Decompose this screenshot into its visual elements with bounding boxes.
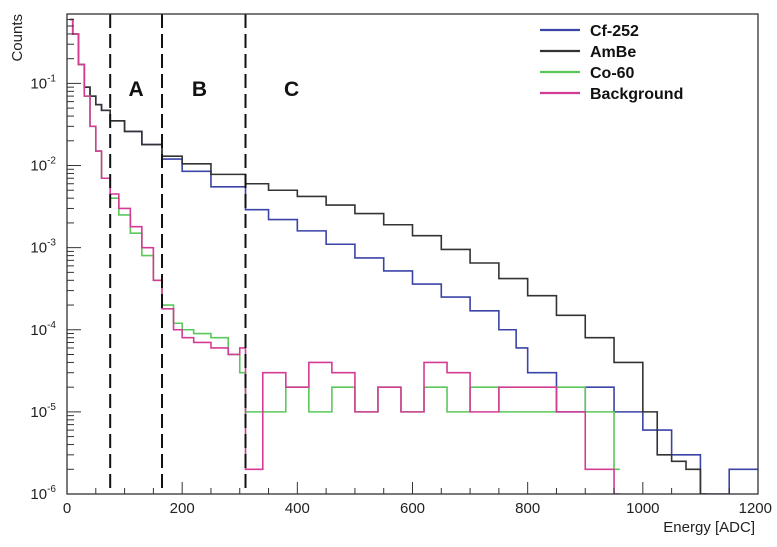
legend-label-background: Background [590, 86, 683, 103]
x-tick-label: 800 [515, 500, 540, 517]
x-axis-title: Energy [ADC] [663, 519, 755, 536]
x-tick-label: 1000 [626, 500, 659, 517]
legend-label-cf-252: Cf-252 [590, 23, 639, 40]
y-tick-label: 10-6 [30, 484, 56, 503]
y-tick-label: 10-3 [30, 238, 56, 257]
series-line-background [69, 18, 620, 494]
y-tick-label: 10-4 [30, 320, 56, 339]
x-tick-label: 0 [63, 500, 71, 517]
x-tick-label: 1200 [739, 500, 772, 517]
region-label-b: B [192, 78, 207, 101]
legend-label-ambe: AmBe [590, 44, 636, 61]
y-axis-title: Counts [9, 14, 26, 62]
x-tick-label: 600 [400, 500, 425, 517]
x-tick-label: 400 [285, 500, 310, 517]
y-tick-label: 10-5 [30, 402, 56, 421]
x-tick-label: 200 [170, 500, 195, 517]
region-label-a: A [129, 78, 144, 101]
series-line-ambe [69, 18, 707, 494]
y-tick-label: 10-2 [30, 156, 56, 175]
legend-label-co-60: Co-60 [590, 65, 635, 82]
region-label-c: C [284, 78, 299, 101]
y-tick-label: 10-1 [30, 73, 56, 92]
